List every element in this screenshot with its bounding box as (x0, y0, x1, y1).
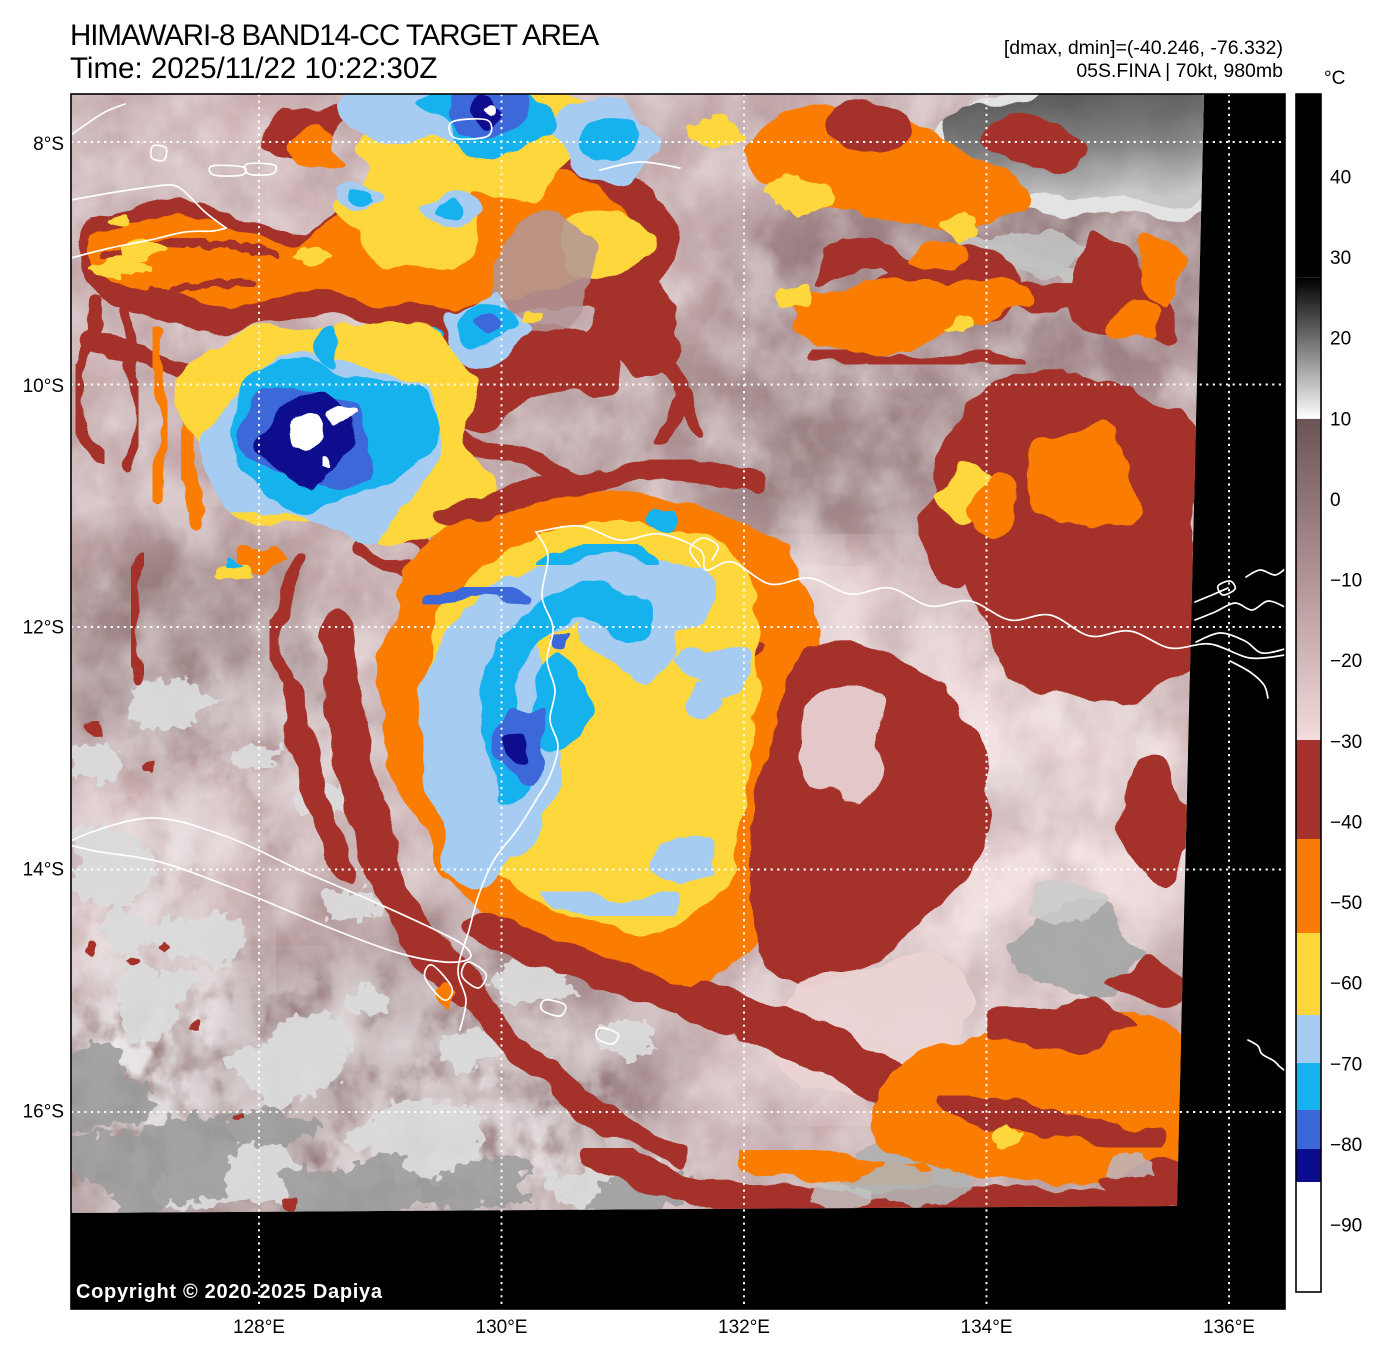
svg-text:132°E: 132°E (718, 1317, 770, 1338)
svg-text:10°S: 10°S (23, 376, 64, 397)
svg-text:−90: −90 (1330, 1216, 1362, 1237)
svg-text:−30: −30 (1330, 732, 1362, 753)
svg-text:20: 20 (1330, 329, 1351, 350)
svg-text:134°E: 134°E (961, 1317, 1013, 1338)
svg-text:−10: −10 (1330, 571, 1362, 592)
svg-text:Time: 2025/11/22 10:22:30Z: Time: 2025/11/22 10:22:30Z (70, 52, 437, 85)
svg-text:[dmax, dmin]=(-40.246, -76.332: [dmax, dmin]=(-40.246, -76.332) (1004, 37, 1283, 59)
svg-text:°C: °C (1324, 68, 1345, 89)
svg-text:0: 0 (1330, 490, 1341, 511)
svg-text:05S.FINA | 70kt, 980mb: 05S.FINA | 70kt, 980mb (1076, 60, 1283, 82)
svg-text:30: 30 (1330, 248, 1351, 269)
svg-text:10: 10 (1330, 409, 1351, 430)
svg-text:12°S: 12°S (23, 618, 64, 639)
svg-text:8°S: 8°S (33, 134, 64, 155)
svg-text:40: 40 (1330, 168, 1351, 189)
svg-text:−40: −40 (1330, 813, 1362, 834)
svg-text:−70: −70 (1330, 1054, 1362, 1075)
svg-text:−60: −60 (1330, 974, 1362, 995)
svg-text:128°E: 128°E (233, 1317, 285, 1338)
svg-text:−20: −20 (1330, 651, 1362, 672)
svg-text:136°E: 136°E (1203, 1317, 1255, 1338)
svg-text:HIMAWARI-8 BAND14-CC TARGET AR: HIMAWARI-8 BAND14-CC TARGET AREA (70, 19, 599, 52)
svg-text:14°S: 14°S (23, 860, 64, 881)
svg-text:−50: −50 (1330, 893, 1362, 914)
svg-text:16°S: 16°S (23, 1102, 64, 1123)
svg-text:Copyright © 2020-2025 Dapiya: Copyright © 2020-2025 Dapiya (76, 1281, 383, 1303)
svg-text:130°E: 130°E (476, 1317, 528, 1338)
svg-text:−80: −80 (1330, 1135, 1362, 1156)
